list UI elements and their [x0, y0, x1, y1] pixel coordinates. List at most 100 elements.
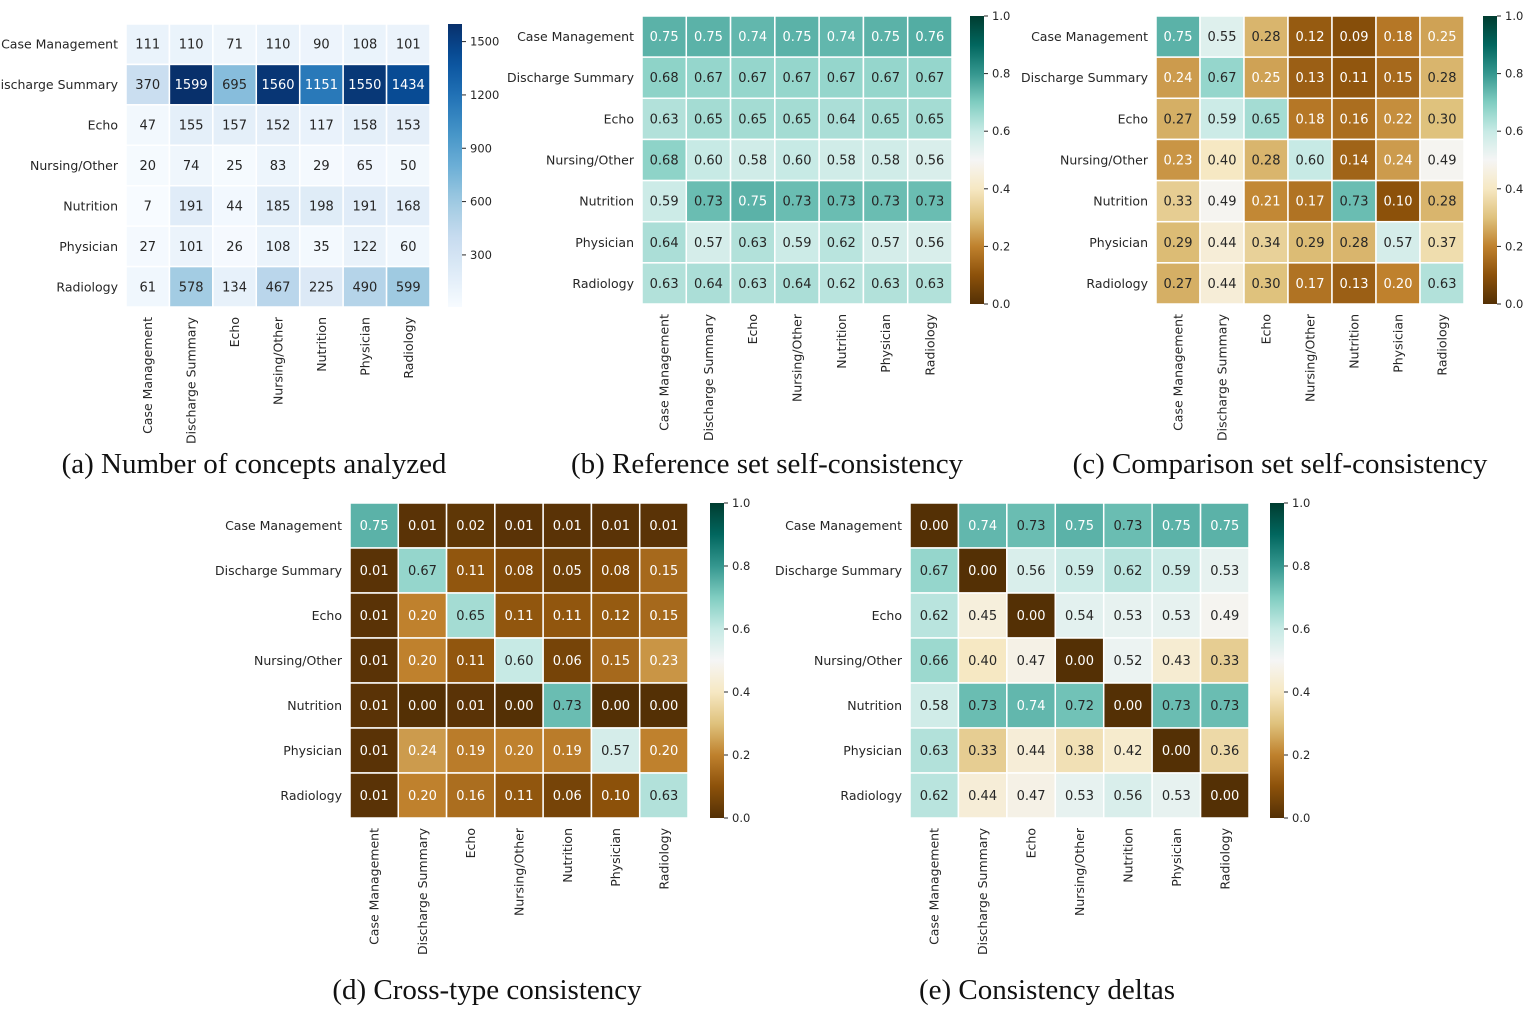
heatmap-cell [125, 225, 171, 268]
cell-value-label: 0.63 [649, 789, 678, 804]
cell-value-label: 0.63 [920, 744, 949, 759]
heatmap-cell [542, 637, 593, 684]
cell-value-label: 0.12 [601, 609, 630, 624]
cell-value-label: 0.47 [1017, 654, 1046, 669]
heatmap-cell [818, 262, 865, 305]
heatmap-cell [862, 179, 909, 223]
heatmap-cell [818, 15, 865, 58]
row-tick-label: Case Management [517, 29, 634, 44]
column-tick-label: Nursing/Other [1072, 827, 1087, 916]
heatmap-cell [385, 225, 431, 268]
cell-value-label: 0.01 [505, 519, 534, 534]
cell-value-label: 0.49 [1210, 609, 1239, 624]
heatmap-cell [494, 682, 544, 729]
cell-value-label: 0.44 [1208, 277, 1237, 292]
cell-value-label: 0.54 [1065, 609, 1094, 624]
row-tick-label: Nutrition [63, 198, 118, 213]
cell-value-label: 0.75 [871, 30, 900, 45]
cell-value-label: 0.16 [1340, 112, 1369, 127]
row-tick-label: Discharge Summary [1021, 70, 1149, 85]
heatmap-cell [445, 772, 496, 819]
heatmap-cell [445, 592, 496, 639]
cell-value-label: 0.00 [1065, 654, 1094, 669]
heatmap-cell [729, 15, 776, 58]
cell-value-label: 0.36 [1210, 744, 1239, 759]
heatmap-cell [494, 502, 544, 549]
heatmap-cell [906, 179, 953, 223]
cell-value-label: 0.73 [553, 699, 582, 714]
cell-value-label: 0.00 [601, 699, 630, 714]
cell-value-label: 168 [396, 199, 421, 214]
heatmap-cell [641, 15, 688, 58]
cell-value-label: 0.30 [1428, 112, 1457, 127]
heatmap-cell [298, 63, 344, 106]
cell-value-label: 0.58 [738, 154, 767, 169]
cell-value-label: 0.62 [920, 609, 949, 624]
cell-value-label: 0.67 [738, 71, 767, 86]
cell-value-label: 0.53 [1162, 789, 1191, 804]
row-tick-label: Physician [59, 239, 118, 254]
row-tick-label: Case Management [785, 518, 902, 533]
heatmap-cell [906, 56, 953, 100]
heatmap-cell [1199, 547, 1250, 594]
cell-value-label: 110 [266, 38, 291, 53]
cell-value-label: 65 [357, 159, 374, 174]
cell-value-label: 0.75 [738, 195, 767, 210]
heatmap-cell [638, 592, 689, 639]
cell-value-label: 0.65 [783, 112, 812, 127]
cell-value-label: 122 [352, 240, 377, 255]
cell-value-label: 0.58 [920, 699, 949, 714]
cell-value-label: 0.30 [1252, 277, 1281, 292]
cell-value-label: 0.25 [1428, 30, 1457, 45]
heatmap-cell [349, 772, 400, 819]
cell-value-label: 0.18 [1296, 112, 1325, 127]
column-tick-label: Case Management [1171, 314, 1186, 431]
heatmap-cell [542, 772, 593, 819]
heatmap-cell [862, 220, 909, 264]
colorbar-tick-label: 0.4 [1292, 685, 1310, 699]
heatmap-cell [1102, 547, 1153, 594]
cell-value-label: 0.11 [505, 789, 534, 804]
cell-value-label: 467 [266, 280, 291, 295]
colorbar-tick-label: 0.8 [1505, 67, 1523, 81]
row-tick-label: Physician [283, 743, 342, 758]
cell-value-label: 0.73 [915, 195, 944, 210]
heatmap-cell [1199, 138, 1245, 182]
cell-value-label: 0.44 [1017, 744, 1046, 759]
cell-value-label: 0.74 [738, 30, 767, 45]
cell-value-label: 0.62 [827, 236, 856, 251]
cell-value-label: 0.33 [1164, 195, 1193, 210]
cell-value-label: 0.57 [601, 744, 630, 759]
cell-value-label: 26 [226, 240, 243, 255]
cell-value-label: 0.56 [915, 154, 944, 169]
row-tick-label: Physician [575, 235, 634, 250]
heatmap-cell [349, 637, 400, 684]
row-tick-label: Nursing/Other [30, 158, 119, 173]
cell-value-label: 0.27 [1164, 277, 1193, 292]
cell-value-label: 0.63 [738, 277, 767, 292]
heatmap-cell [818, 220, 865, 264]
column-tick-label: Nursing/Other [271, 316, 286, 405]
cell-value-label: 0.55 [1208, 30, 1237, 45]
cell-value-label: 0.53 [1162, 609, 1191, 624]
row-tick-label: Nursing/Other [546, 153, 635, 168]
cell-value-label: 0.67 [783, 71, 812, 86]
cell-value-label: 0.00 [1162, 744, 1191, 759]
cell-value-label: 0.60 [783, 154, 812, 169]
cell-value-label: 0.56 [1113, 789, 1142, 804]
cell-value-label: 0.73 [783, 195, 812, 210]
cell-value-label: 0.57 [871, 236, 900, 251]
column-tick-label: Radiology [922, 313, 937, 375]
cell-value-label: 490 [352, 280, 377, 295]
cell-value-label: 0.18 [1384, 30, 1413, 45]
heatmap-cell [1375, 56, 1421, 100]
cell-value-label: 0.47 [1017, 789, 1046, 804]
cell-value-label: 0.15 [649, 564, 678, 579]
cell-value-label: 0.59 [1162, 564, 1191, 579]
subfigure-caption: (b) Reference set self-consistency [570, 448, 964, 480]
cell-value-label: 1151 [305, 78, 338, 93]
heatmap-cell [909, 547, 960, 594]
colorbar [1483, 16, 1497, 304]
heatmap-cell [1151, 637, 1202, 684]
cell-value-label: 0.28 [1428, 71, 1457, 86]
